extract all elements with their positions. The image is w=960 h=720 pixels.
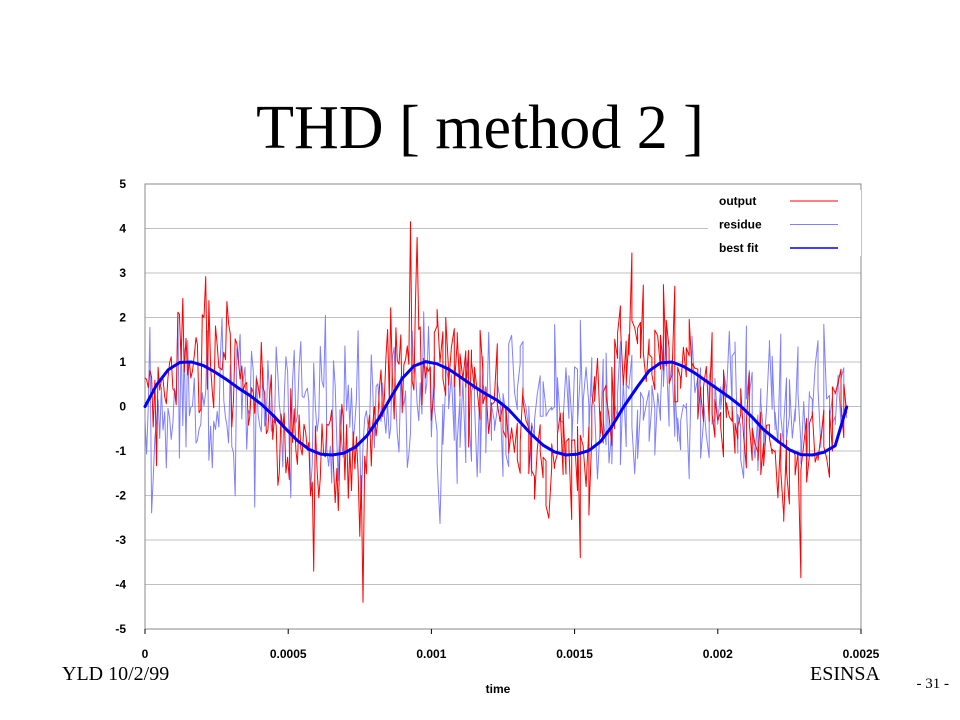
x-tick-label-2: 0.001 <box>416 647 446 661</box>
series-residue <box>144 311 848 524</box>
series-best-fit <box>143 360 849 457</box>
y-tick-label-6: -1 <box>115 444 126 458</box>
y-tick-label-7: -2 <box>115 489 126 503</box>
y-tick-label-5: 0 <box>119 400 126 414</box>
series-output <box>144 221 848 603</box>
page-number: - 31 - <box>916 676 950 692</box>
series-group <box>143 221 849 603</box>
footer-org: ESINSA <box>809 663 880 685</box>
y-tick-label-4: 1 <box>119 355 126 369</box>
x-tick-label-1: 0.0005 <box>270 647 307 661</box>
x-tick-label-0: 0 <box>142 647 149 661</box>
footer-date: YLD 10/2/99 <box>62 663 170 685</box>
x-tick-label-5: 0.0025 <box>843 647 880 661</box>
y-tick-label-2: 3 <box>119 266 126 280</box>
y-tick-label-9: -4 <box>115 578 126 592</box>
legend-label-residue: residue <box>719 218 762 232</box>
y-tick-label-1: 4 <box>119 222 126 236</box>
y-tick-label-3: 2 <box>119 311 126 325</box>
y-tick-label-0: 5 <box>119 177 126 191</box>
slide-title: THD [ method 2 ] <box>256 94 704 162</box>
y-tick-label-10: -5 <box>115 622 126 636</box>
y-tick-label-8: -3 <box>115 533 126 547</box>
x-tick-label-3: 0.0015 <box>556 647 593 661</box>
x-tick-label-4: 0.002 <box>703 647 733 661</box>
legend-label-best-fit: best fit <box>719 241 758 255</box>
legend-label-output: output <box>719 194 756 208</box>
tick-labels: 0 0.0005 0.001 0.0015 0.002 0.0025 5 4 3 2 1 0 -1 -2 -… <box>115 177 879 661</box>
legend: output residue best fit <box>708 190 861 256</box>
x-axis-title: time <box>486 682 511 696</box>
